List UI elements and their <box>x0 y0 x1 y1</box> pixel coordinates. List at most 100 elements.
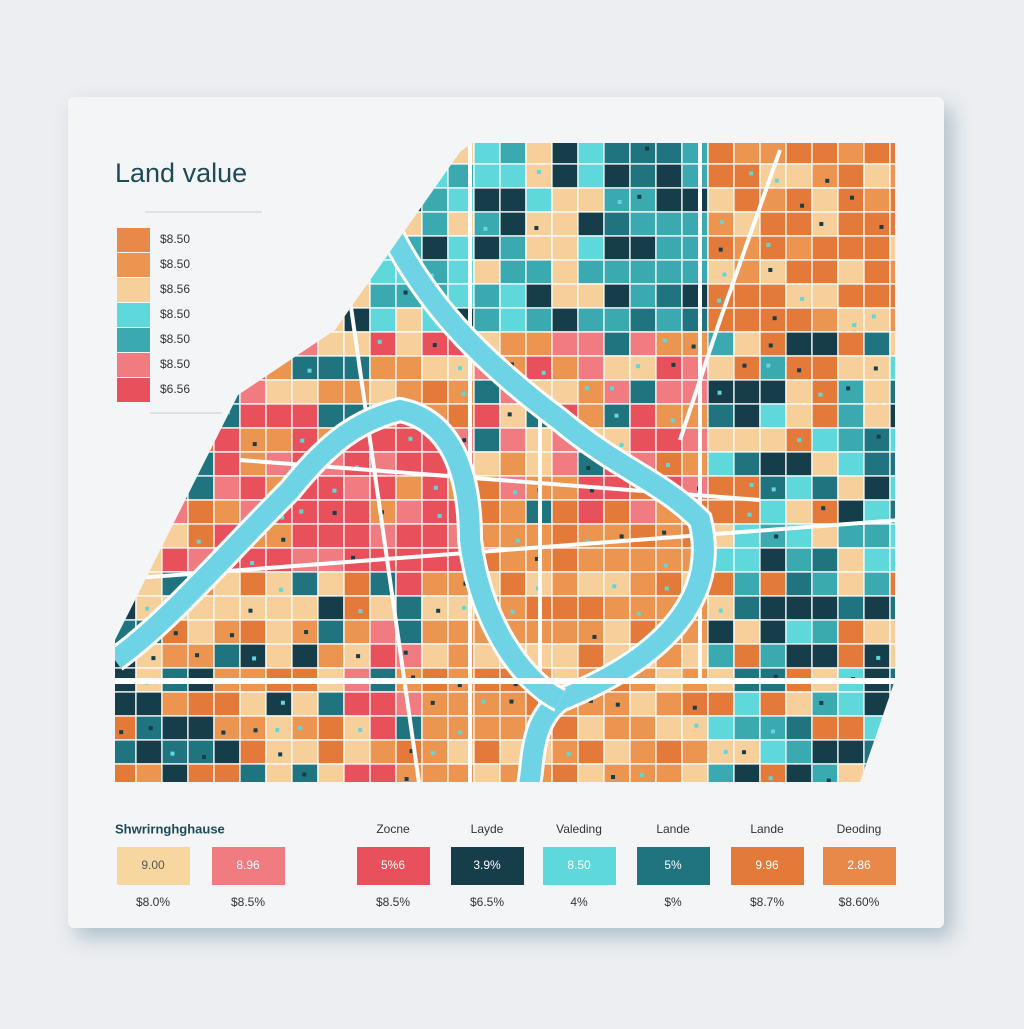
building <box>614 413 619 418</box>
parcel <box>889 187 895 213</box>
parcel <box>395 523 423 549</box>
parcel <box>577 547 605 573</box>
parcel <box>369 739 397 765</box>
parcel <box>577 739 605 765</box>
parcel <box>291 547 319 573</box>
parcel <box>733 739 761 765</box>
parcel <box>499 259 527 285</box>
building <box>253 728 258 733</box>
parcel <box>291 691 319 717</box>
parcel <box>733 571 761 597</box>
building <box>692 705 697 710</box>
parcel <box>603 571 631 597</box>
parcel <box>499 715 527 741</box>
parcel <box>239 691 267 717</box>
parcel <box>889 163 895 189</box>
legend-label: $8.50 <box>160 307 190 321</box>
parcel <box>733 547 761 573</box>
parcel <box>759 691 787 717</box>
parcel <box>785 499 813 525</box>
parcel <box>395 571 423 597</box>
parcel <box>707 259 735 285</box>
parcel <box>837 427 865 453</box>
parcel <box>837 547 865 573</box>
parcel <box>473 715 501 741</box>
parcel <box>551 619 579 645</box>
parcel <box>785 571 813 597</box>
parcel <box>655 379 683 405</box>
building <box>766 242 771 247</box>
heading: Shwrirnghghause <box>115 821 225 836</box>
parcel <box>239 715 267 741</box>
building <box>719 632 724 637</box>
parcel <box>577 163 605 189</box>
parcel <box>239 403 267 429</box>
parcel <box>681 259 709 285</box>
parcel <box>551 355 579 381</box>
parcel <box>187 691 215 717</box>
parcel <box>421 235 449 261</box>
parcel <box>889 211 895 237</box>
parcel <box>785 475 813 501</box>
parcel <box>629 355 657 381</box>
parcel <box>759 619 787 645</box>
parcel <box>499 143 527 165</box>
parcel <box>733 715 761 741</box>
parcel <box>785 643 813 669</box>
building <box>280 700 285 705</box>
building <box>483 226 488 231</box>
parcel <box>863 283 891 309</box>
building <box>409 749 414 754</box>
building <box>332 510 337 515</box>
parcel <box>655 187 683 213</box>
building <box>221 730 226 735</box>
swatch <box>357 847 430 885</box>
parcel <box>603 523 631 549</box>
parcel <box>343 691 371 717</box>
building <box>589 488 594 493</box>
swatch-label: 5%6 <box>381 858 405 872</box>
caption: $% <box>664 895 682 909</box>
building <box>229 633 234 638</box>
building <box>637 194 642 199</box>
building <box>612 584 617 589</box>
parcel <box>291 739 319 765</box>
parcel <box>785 331 813 357</box>
parcel <box>811 259 839 285</box>
parcel <box>811 475 839 501</box>
parcel <box>837 143 865 165</box>
parcel <box>473 403 501 429</box>
parcel <box>811 643 839 669</box>
parcel <box>551 283 579 309</box>
parcel <box>239 451 267 477</box>
caption: $8.5% <box>376 895 410 909</box>
building <box>437 513 442 518</box>
legend-swatch <box>117 253 150 277</box>
parcel <box>655 715 683 741</box>
building <box>148 726 153 731</box>
parcel <box>135 739 163 765</box>
parcel <box>551 475 579 501</box>
parcel <box>603 143 631 165</box>
parcel <box>837 259 865 285</box>
swatch-label: 3.9% <box>473 858 501 872</box>
swatch <box>543 847 616 885</box>
parcel <box>499 331 527 357</box>
parcel <box>421 715 449 741</box>
parcel <box>499 571 527 597</box>
legend-label: $6.56 <box>160 382 190 396</box>
parcel <box>681 643 709 669</box>
parcel <box>577 259 605 285</box>
parcel <box>421 571 449 597</box>
parcel <box>317 739 345 765</box>
parcel <box>577 307 605 333</box>
parcel <box>863 571 891 597</box>
parcel <box>317 355 345 381</box>
parcel <box>265 739 293 765</box>
parcel <box>759 211 787 237</box>
building <box>281 537 286 542</box>
building <box>512 490 517 495</box>
parcel <box>317 379 345 405</box>
parcel <box>889 307 895 333</box>
